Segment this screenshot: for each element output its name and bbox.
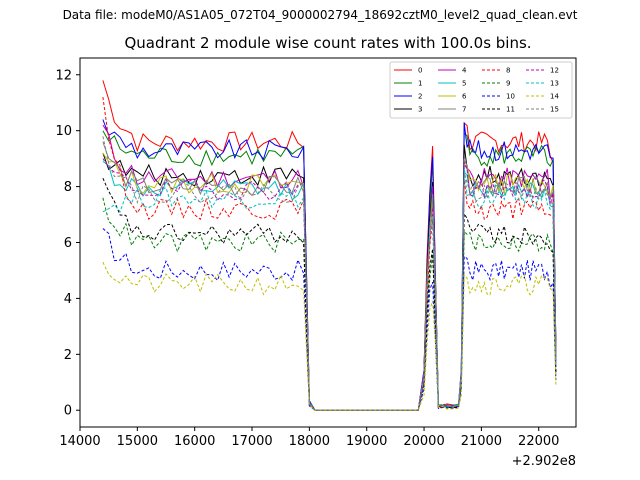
- legend-label-5: 5: [462, 80, 466, 88]
- legend-label-3: 3: [418, 106, 422, 114]
- x-tick-label: 17000: [231, 434, 272, 449]
- x-tick-label: 21000: [461, 434, 502, 449]
- legend-label-8: 8: [506, 67, 510, 75]
- series-line-10: [102, 228, 557, 411]
- series-line-3: [102, 144, 557, 411]
- x-tick-label: 19000: [346, 434, 387, 449]
- x-tick-label: 15000: [117, 434, 158, 449]
- legend-label-15: 15: [550, 106, 559, 114]
- chart-title: Quadrant 2 module wise count rates with …: [124, 34, 532, 52]
- series-line-13: [102, 166, 557, 411]
- y-tick-label: 10: [55, 124, 72, 139]
- y-tick-label: 8: [64, 180, 72, 195]
- y-axis: 0 2 4 6 8 10 12: [55, 68, 80, 419]
- y-tick-label: 2: [64, 348, 72, 363]
- legend-label-0: 0: [418, 67, 422, 75]
- legend-label-13: 13: [550, 80, 559, 88]
- series-line-9: [102, 197, 557, 411]
- series-line-15: [102, 136, 557, 411]
- legend-label-6: 6: [462, 93, 467, 101]
- x-offset-label: +2.902e8: [512, 454, 576, 469]
- legend-box: [389, 61, 573, 119]
- legend-label-10: 10: [506, 93, 515, 101]
- x-tick-label: 22000: [518, 434, 559, 449]
- y-tick-label: 12: [55, 68, 72, 83]
- legend-label-1: 1: [418, 80, 422, 88]
- legend-label-2: 2: [418, 93, 422, 101]
- series-line-11: [102, 177, 557, 411]
- legend-label-9: 9: [506, 80, 510, 88]
- x-axis: 14000 15000 16000 17000 18000 19000 20000 21000…: [59, 427, 559, 449]
- x-tick-label: 16000: [174, 434, 215, 449]
- data-file-suptitle: Data file: modeM0/AS1A05_072T04_90000027…: [62, 8, 578, 22]
- series-line-5: [102, 160, 557, 411]
- legend-label-4: 4: [462, 67, 467, 75]
- legend-label-14: 14: [550, 93, 559, 101]
- legend-label-11: 11: [506, 106, 515, 114]
- series-lines: [102, 80, 557, 411]
- y-tick-label: 6: [64, 236, 72, 251]
- series-line-0: [102, 80, 557, 411]
- x-tick-label: 14000: [59, 434, 100, 449]
- series-line-14: [102, 261, 557, 411]
- x-tick-label: 20000: [403, 434, 444, 449]
- series-line-4: [102, 124, 557, 411]
- legend-label-7: 7: [462, 106, 466, 114]
- x-tick-label: 18000: [289, 434, 330, 449]
- y-tick-label: 0: [64, 404, 72, 419]
- legend-label-12: 12: [550, 67, 559, 75]
- y-tick-label: 4: [64, 292, 72, 307]
